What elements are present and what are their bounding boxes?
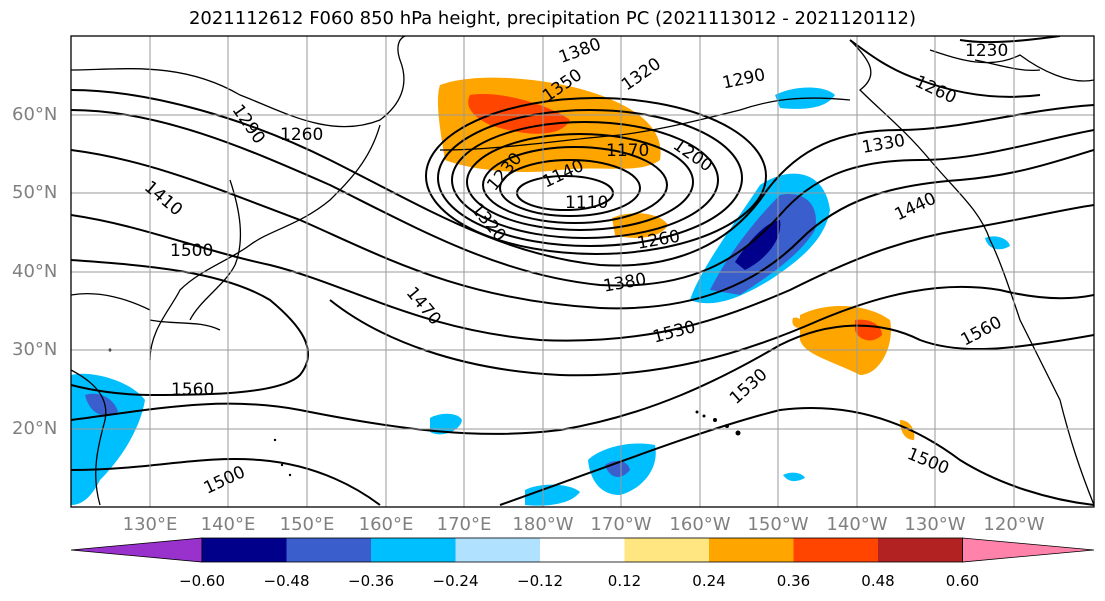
height-contours <box>71 36 1094 506</box>
map-frame <box>70 35 1095 508</box>
lon-label: 150°E <box>279 514 335 535</box>
colorbar-segment <box>540 538 625 562</box>
lon-label: 120°W <box>983 514 1045 535</box>
contour-label: 1380 <box>556 34 603 68</box>
coastlines <box>71 36 1094 506</box>
colorbar-tick-label: −0.36 <box>348 572 394 590</box>
lon-label: 130°E <box>122 514 178 535</box>
lon-label: 160°E <box>358 514 414 535</box>
lat-label: 20°N <box>12 418 58 439</box>
colorbar-segment <box>624 538 709 562</box>
lat-label: 30°N <box>12 339 58 360</box>
colorbar-segment <box>878 538 963 562</box>
contour-label: 1500 <box>170 241 213 261</box>
lon-label: 170°E <box>436 514 492 535</box>
contour-label: 1320 <box>467 200 510 246</box>
contour-label: 1500 <box>201 462 249 498</box>
colorbar-tick-label: −0.12 <box>517 572 563 590</box>
colorbar-segment <box>371 538 456 562</box>
lon-label: 160°W <box>669 514 731 535</box>
lon-label: 140°E <box>200 514 256 535</box>
colorbar-segment <box>455 538 540 562</box>
lon-label: 150°W <box>747 514 809 535</box>
lon-label: 130°W <box>904 514 966 535</box>
contour-label: 1170 <box>606 141 649 161</box>
contour-label: 1330 <box>861 131 907 158</box>
contour-label: 1380 <box>602 269 648 296</box>
colorbar-segment <box>709 538 794 562</box>
colorbar-tick-label: 0.24 <box>692 572 726 590</box>
colorbar-tick-label: −0.48 <box>263 572 310 590</box>
graticule <box>71 36 1094 507</box>
contour-label: 1230 <box>965 41 1008 61</box>
contour-label: 1560 <box>171 380 214 400</box>
contour-label: 1530 <box>651 317 698 348</box>
colorbar-tick-label: −0.24 <box>432 572 479 590</box>
lat-label: 60°N <box>12 104 58 125</box>
lon-label: 180°W <box>512 514 574 535</box>
lat-label: 40°N <box>12 261 58 282</box>
contour-label: 1260 <box>280 125 323 145</box>
contour-label: 1440 <box>892 189 940 225</box>
colorbar-segment <box>793 538 878 562</box>
colorbar <box>70 537 1095 563</box>
contour-label: 1110 <box>565 193 608 213</box>
colorbar-tick-label: 0.60 <box>945 572 980 590</box>
contour-label: 1410 <box>140 177 186 220</box>
map-title: 2021112612 F060 850 hPa height, precipit… <box>188 8 917 29</box>
colorbar-segment <box>286 538 371 562</box>
contour-label: 1200 <box>669 135 716 176</box>
colorbar-tick-label: 0.36 <box>776 572 811 590</box>
contour-label: 1320 <box>618 54 665 95</box>
contour-label: 1290 <box>721 65 767 94</box>
contour-label: 1560 <box>958 312 1006 350</box>
colorbar-tick-label: 0.48 <box>861 572 895 590</box>
colorbar-tick-label: −0.60 <box>179 572 225 590</box>
lon-label: 140°W <box>826 514 888 535</box>
contour-label: 1290 <box>228 101 269 148</box>
colorbar-extend-low <box>70 537 203 563</box>
colorbar-extend-high <box>962 537 1095 563</box>
lon-label: 170°W <box>590 514 652 535</box>
colorbar-tick-label: 0.12 <box>607 572 642 590</box>
colorbar-segment <box>202 538 287 562</box>
contour-label: 1260 <box>912 72 960 108</box>
lat-label: 50°N <box>12 182 58 203</box>
